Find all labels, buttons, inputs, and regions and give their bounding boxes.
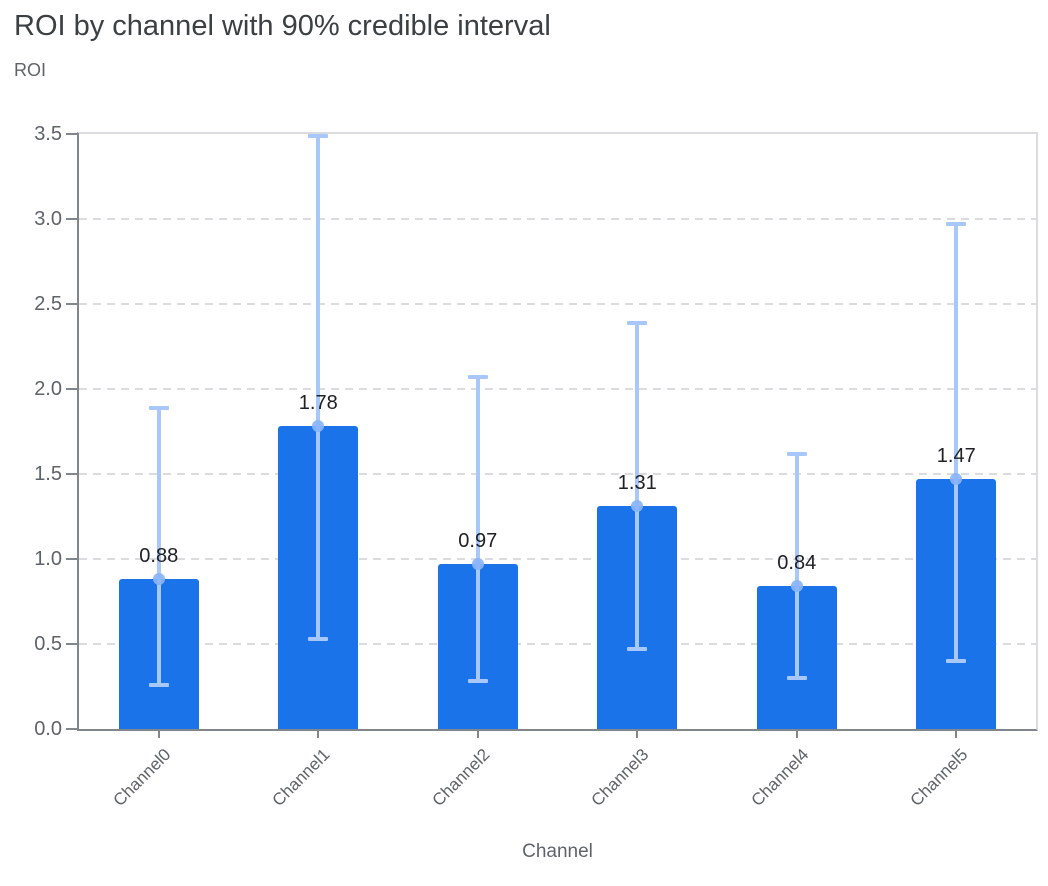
error-bar-cap-bottom <box>308 636 329 641</box>
x-tick <box>476 729 479 738</box>
y-tick-label: 0.5 <box>34 633 62 655</box>
y-tick <box>66 643 79 645</box>
mean-dot <box>631 500 644 513</box>
error-bar-line <box>475 377 480 682</box>
mean-dot <box>312 420 325 433</box>
bar-value-label: 1.31 <box>617 472 657 495</box>
y-tick-label: 2.5 <box>34 293 62 315</box>
error-bar-line <box>316 135 321 639</box>
y-tick-label: 3.0 <box>34 208 62 230</box>
error-bar-cap-top <box>627 320 648 325</box>
bar-value-label: 1.47 <box>936 445 976 468</box>
error-bar-line <box>156 407 161 685</box>
y-axis-tick-labels: 0.0 0.5 1.0 1.5 2.0 2.5 3.0 3.5 <box>0 123 62 740</box>
plot-inner: 0.88 Channel0 1.78 Channel1 0.97 Channel2 1.31… <box>66 133 1036 862</box>
y-tick <box>66 133 79 135</box>
y-axis-title: ROI <box>14 60 47 80</box>
y-tick <box>66 473 79 475</box>
bar-value-label: 0.88 <box>139 545 179 568</box>
mean-dot <box>471 558 484 571</box>
x-tick <box>636 729 639 738</box>
y-tick <box>66 303 79 305</box>
error-bar-line <box>794 453 799 678</box>
error-bar-cap-bottom <box>627 647 648 652</box>
error-bar-line <box>954 224 959 661</box>
x-tick <box>157 729 160 738</box>
y-tick-label: 1.0 <box>34 548 62 570</box>
x-tick <box>795 729 798 738</box>
bar-value-label: 0.84 <box>777 552 817 575</box>
error-bar-cap-bottom <box>467 679 488 684</box>
error-bar-cap-top <box>148 405 169 410</box>
y-tick <box>66 218 79 220</box>
error-bar-cap-top <box>467 375 488 380</box>
y-tick <box>66 388 79 390</box>
gridline <box>79 558 1036 560</box>
y-tick <box>66 558 79 560</box>
gridline <box>79 218 1036 220</box>
y-tick-label: 3.5 <box>34 123 62 145</box>
chart-title: ROI by channel with 90% credible interva… <box>14 10 551 42</box>
y-tick-label: 0.0 <box>34 718 62 740</box>
plot-area: 0.88 Channel0 1.78 Channel1 0.97 Channel2 1.31… <box>66 132 1038 862</box>
bar-value-label: 0.97 <box>458 530 498 553</box>
x-axis-title: Channel <box>522 841 593 862</box>
gridline <box>79 643 1036 645</box>
gridline <box>79 303 1036 305</box>
error-bar-cap-top <box>308 133 329 138</box>
x-tick <box>955 729 958 738</box>
error-bar-cap-bottom <box>946 659 967 663</box>
error-bar-cap-bottom <box>148 682 169 687</box>
error-bar-cap-bottom <box>786 676 807 680</box>
mean-dot <box>152 573 165 586</box>
y-tick-label: 1.5 <box>34 463 62 485</box>
error-bar-cap-top <box>786 451 807 456</box>
error-bar-cap-top <box>946 222 967 227</box>
y-tick <box>66 728 79 730</box>
y-tick-label: 2.0 <box>34 378 62 400</box>
mean-dot <box>790 580 803 593</box>
error-bar-line <box>635 322 640 650</box>
x-tick <box>317 729 320 738</box>
bar-value-label: 1.78 <box>298 392 338 415</box>
gridline <box>79 388 1036 390</box>
gridline <box>79 473 1036 475</box>
mean-dot <box>950 473 963 486</box>
